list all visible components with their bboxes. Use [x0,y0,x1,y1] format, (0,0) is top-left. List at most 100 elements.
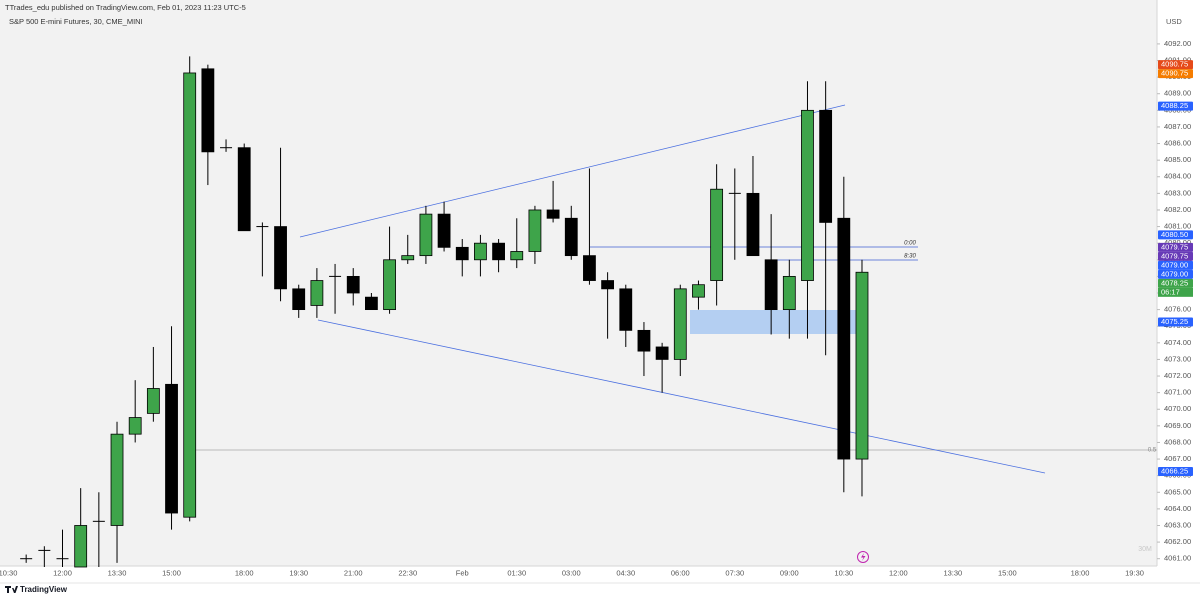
countdown: 06:17 [1161,287,1180,296]
y-tick-label: 4072.00 [1164,371,1191,380]
price-label-box [1158,60,1193,70]
price-label: 4079.00 [1161,269,1188,278]
candle-body [837,217,851,460]
x-tick-label: 13:30 [943,568,962,577]
x-tick-label: 12:00 [889,568,908,577]
y-tick-label: 4071.00 [1164,388,1191,397]
candle-body [782,275,796,311]
price-label-box [1158,69,1193,79]
candle-body [764,259,778,311]
x-tick-label: 06:00 [671,568,690,577]
x-tick-label: 07:30 [725,568,744,577]
brand: TradingView [20,585,68,594]
y-tick-label: 4068.00 [1164,437,1191,446]
price-label: 4090.75 [1161,60,1188,69]
price-label: 4079.75 [1161,242,1188,251]
candles [20,56,869,568]
time-axis-background [0,566,1200,583]
price-label-box [1158,278,1193,288]
y-tick-label: 4092.00 [1164,39,1191,48]
price-label-box [1158,260,1193,270]
price-label: 4090.75 [1161,69,1188,78]
x-tick-label: 22:30 [398,568,417,577]
x-tick-label: 18:00 [235,568,254,577]
price-label: 4079.00 [1161,260,1188,269]
y-tick-label: 4091.00 [1164,55,1191,64]
fib-label: 0.5 [1148,448,1157,454]
x-tick-label: 10:30 [0,568,17,577]
y-tick-label: 4083.00 [1164,188,1191,197]
candle-body [746,192,760,257]
candle-body [292,288,306,311]
candle-body [201,68,215,153]
y-tick-label: 4080.00 [1164,238,1191,247]
x-tick-label: 12:00 [53,568,72,577]
candle-body [528,209,542,252]
x-tick-label: 13:30 [108,568,127,577]
brand-logo [5,586,18,593]
candle-body [419,213,433,257]
candle-body [128,417,142,435]
price-label-box [1158,269,1193,279]
candle-body [546,209,560,219]
candle-body [801,109,814,281]
x-tick-label: 21:00 [344,568,363,577]
candle-body [492,242,505,261]
alert-icon[interactable] [857,551,869,563]
drawings [195,104,1157,474]
candle-body [310,280,324,306]
candle-body [364,296,378,311]
candle-body [474,242,487,261]
y-tick-label: 4089.00 [1164,89,1191,98]
candle-body [455,246,469,261]
interval-watermark: 30M [1138,546,1152,553]
candle-body [855,271,869,460]
candle-body [673,288,687,360]
zone-rectangle [690,310,857,334]
candle-body [274,226,287,290]
level-label: 0:00 [904,241,916,247]
y-tick-label: 4070.00 [1164,404,1191,413]
candle-body [146,388,160,414]
y-tick-label: 4062.00 [1164,537,1191,546]
y-tick-label: 4065.00 [1164,487,1191,496]
y-tick-label: 4064.00 [1164,504,1191,513]
candle-body [401,255,415,261]
y-tick-label: 4081.00 [1164,222,1191,231]
x-tick-label: 18:00 [1071,568,1090,577]
price-label: 4066.25 [1161,466,1188,475]
x-tick-label: 01:30 [507,568,526,577]
price-label: 4079.75 [1161,251,1188,260]
y-tick-label: 4086.00 [1164,139,1191,148]
candle-body [583,255,596,281]
price-label-box [1158,467,1193,477]
price-label: 4075.25 [1161,317,1188,326]
x-tick-label: 15:00 [998,568,1017,577]
x-tick-label: 19:30 [289,568,308,577]
candle-body [383,259,396,311]
x-tick-label: 04:30 [616,568,635,577]
candle-body [710,188,724,281]
candle-body [74,525,88,568]
candle-body [564,217,578,257]
price-label-box [1158,317,1193,327]
y-tick-label: 4061.00 [1164,554,1191,563]
price-label-box [1158,242,1193,252]
price-label: 4078.25 [1161,278,1188,287]
y-tick-label: 4082.00 [1164,205,1191,214]
x-tick-label: Feb [456,568,469,577]
trend-line [317,319,1046,474]
x-tick-label: 19:30 [1125,568,1144,577]
x-tick-label: 03:00 [562,568,581,577]
price-label: 4080.50 [1161,230,1188,239]
candle-body [637,329,651,352]
candle-body [692,284,705,298]
currency: USD [1166,17,1182,26]
candle-body [237,147,251,232]
candle-body [165,383,178,514]
price-label-box [1158,230,1193,240]
y-tick-label: 4087.00 [1164,122,1191,131]
y-tick-label: 4063.00 [1164,520,1191,529]
y-tick-label: 4067.00 [1164,454,1191,463]
candle-body [601,280,615,290]
